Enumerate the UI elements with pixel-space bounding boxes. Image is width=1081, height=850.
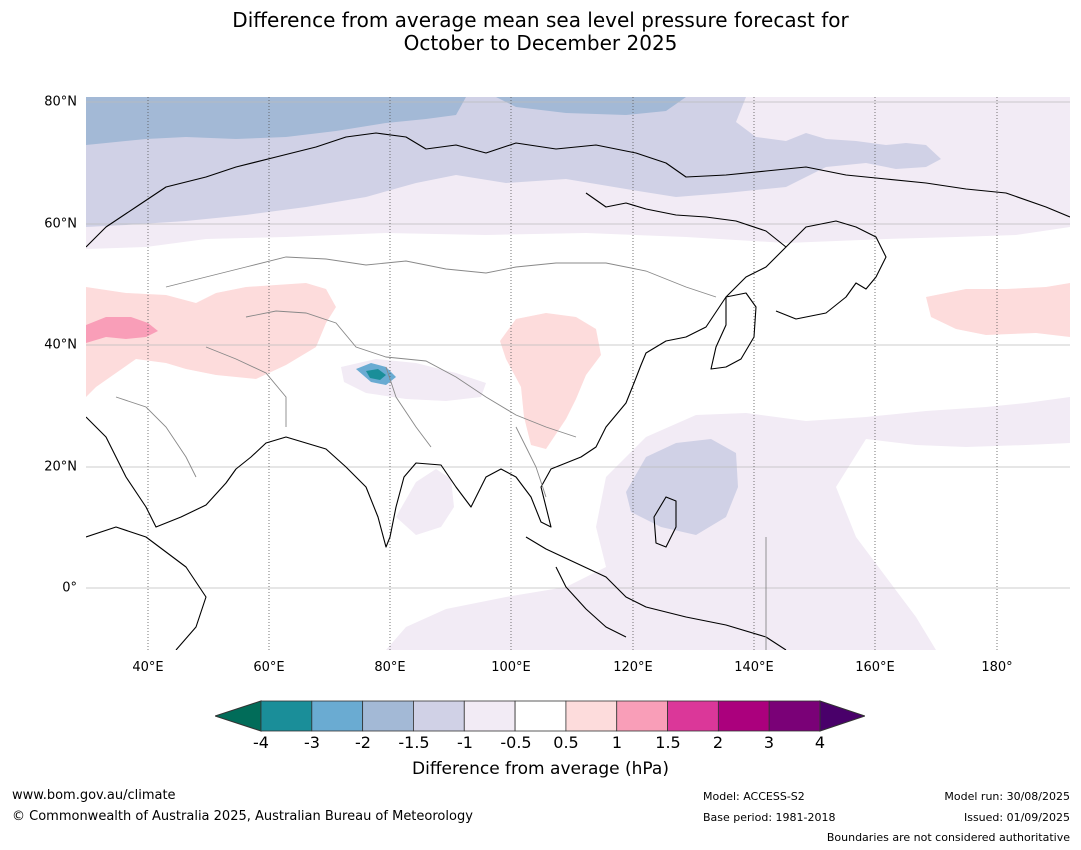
colorbar-tick: -1.5: [398, 733, 430, 752]
colorbar-segment: [717, 700, 770, 732]
colorbar-segment: [311, 700, 364, 732]
website-link[interactable]: www.bom.gov.au/climate: [12, 788, 176, 803]
lat-label-40n: 40°N: [44, 337, 77, 353]
colorbar-segment: [616, 700, 668, 732]
colorbar-segments: [260, 700, 821, 732]
country-borders: [115, 256, 767, 650]
lat-label-80n: 80°N: [44, 94, 77, 110]
latitude-gridlines: [86, 101, 1070, 589]
issued-date: Issued: 01/09/2025: [963, 811, 1070, 824]
colorbar-tick: -0.5: [500, 733, 532, 752]
anomaly-arctic-minus2-b: [496, 97, 686, 115]
colorbar-segment: [362, 700, 414, 732]
copyright-text: © Commonwealth of Australia 2025, Austra…: [12, 809, 473, 824]
colorbar-segment: [463, 700, 516, 732]
anomaly-philippines-minus1.5: [626, 439, 738, 535]
lon-label-40e: 40°E: [132, 660, 164, 675]
colorbar: [215, 700, 865, 732]
longitude-gridlines: [147, 97, 998, 650]
colorbar-tick: 2: [712, 733, 724, 752]
lat-label-60n: 60°N: [44, 216, 77, 232]
colorbar-segment: [667, 700, 719, 732]
colorbar-tick: -3: [304, 733, 320, 752]
colorbar-tick: 1.5: [655, 733, 681, 752]
colorbar-tick: 3: [763, 733, 775, 752]
colorbar-tick: 1: [611, 733, 623, 752]
anomaly-arctic-minus2: [86, 97, 466, 145]
model-name: Model: ACCESS-S2: [703, 790, 805, 803]
lon-label-120e: 120°E: [613, 660, 653, 675]
lon-label-180: 180°: [981, 660, 1013, 675]
colorbar-tick: -1: [457, 733, 473, 752]
anomaly-pacific-minus0.5: [386, 397, 1070, 650]
lon-label-60e: 60°E: [253, 660, 285, 675]
colorbar-segment: [514, 700, 567, 732]
lon-label-160e: 160°E: [855, 660, 895, 675]
anomaly-china-plus0.5: [500, 313, 601, 449]
colorbar-segment: [565, 700, 618, 732]
colorbar-tick: 0.5: [553, 733, 579, 752]
lat-label-equator: 0°: [62, 580, 77, 596]
base-period: Base period: 1981-2018: [703, 811, 836, 824]
colorbar-tick: -2: [355, 733, 371, 752]
coastlines: [86, 132, 1070, 650]
anomaly-westasia-plus1: [86, 317, 158, 343]
colorbar-tick: 4: [814, 733, 826, 752]
lon-label-100e: 100°E: [491, 660, 531, 675]
lon-label-140e: 140°E: [734, 660, 774, 675]
colorbar-label: Difference from average (hPa): [412, 759, 669, 779]
colorbar-high-extend: [819, 700, 865, 732]
map-title: Difference from average mean sea level p…: [0, 9, 1081, 55]
lat-label-20n: 20°N: [44, 459, 77, 475]
pressure-anomaly-map: [86, 97, 1070, 650]
anomaly-westasia-plus0.5: [86, 283, 336, 397]
model-run-date: Model run: 30/08/2025: [944, 790, 1070, 803]
colorbar-segment: [260, 700, 313, 732]
anomaly-himalaya-minus3: [366, 369, 386, 380]
title-line-2: October to December 2025: [403, 31, 678, 55]
lon-label-80e: 80°E: [374, 660, 406, 675]
anomaly-bay-of-bengal-minus0.5: [396, 469, 454, 535]
title-line-1: Difference from average mean sea level p…: [232, 8, 849, 32]
colorbar-segment: [768, 700, 821, 732]
anomaly-tibet-minus0.5: [341, 359, 486, 401]
colorbar-segment: [413, 700, 465, 732]
colorbar-low-extend: [215, 700, 262, 732]
colorbar-tick: -4: [253, 733, 269, 752]
boundaries-disclaimer: Boundaries are not considered authoritat…: [826, 831, 1070, 844]
anomaly-pacific-plus0.5: [926, 283, 1070, 337]
